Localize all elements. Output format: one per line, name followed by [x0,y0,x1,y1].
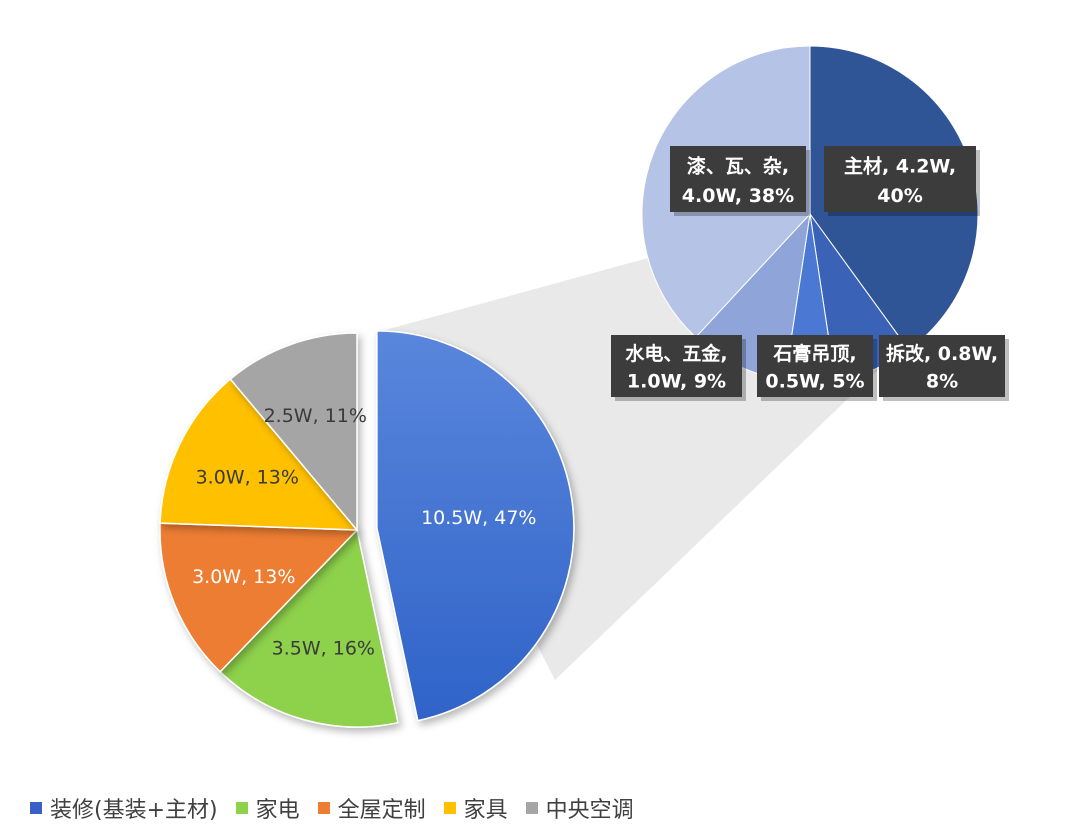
detail-label-line1: 石膏吊顶, [772,342,856,365]
detail-label-box [879,335,1005,397]
detail-label-box [757,335,873,397]
detail-pie-labels: 主材, 4.2W, 40% 拆改, 0.8W, 8% 石膏吊顶, 0.5W, 5% 水电、五… [611,146,1009,401]
legend-item-0: 装修(基装+主材) [30,792,218,824]
main-pie-slice-0 [376,330,575,722]
legend-label: 中央空调 [545,798,634,823]
legend-swatch [30,802,42,814]
legend-label: 装修(基装+主材) [50,798,218,823]
legend-label: 家具 [463,798,508,823]
legend-swatch [443,802,456,814]
main-pie-labels: 10.5W, 47% 3.5W, 16% 3.0W, 13% 3.0W, 13% 2.5… [192,405,536,659]
detail-label-box [670,146,806,212]
legend-item-2: 全屋定制 [317,792,426,824]
main-pie-slice-3 [159,378,359,531]
detail-label-line2: 4.0W, 38% [682,185,794,207]
main-pie-slice-2 [159,522,359,673]
detail-label-1: 拆改, 0.8W, 8% [879,335,1009,401]
legend-swatch [525,802,538,814]
detail-label-line2: 1.0W, 9% [627,371,726,393]
main-pie-label-3: 3.0W, 13% [196,466,299,488]
detail-label-line1: 主材, 4.2W, [844,154,956,177]
detail-label-line2: 0.5W, 5% [765,371,864,393]
detail-label-line2: 8% [926,371,958,393]
legend-label: 家电 [255,798,300,823]
detail-label-3: 水电、五金, 1.0W, 9% [611,335,746,401]
main-pie-slice-4 [229,332,358,533]
detail-label-4: 漆、瓦、杂, 4.0W, 38% [670,146,810,216]
detail-label-2: 石膏吊顶, 0.5W, 5% [757,335,877,401]
detail-label-line1: 水电、五金, [625,342,727,365]
legend-item-3: 家具 [443,792,508,824]
legend-swatch [235,802,248,814]
legend-item-1: 家电 [235,792,300,824]
detail-label-box [611,335,742,397]
main-pie-label-2: 3.0W, 13% [192,566,295,588]
legend: 装修(基装+主材) 家电 全屋定制 家具 中央空调 [30,792,652,824]
detail-label-line1: 漆、瓦、杂, [687,154,789,177]
main-pie-label-0: 10.5W, 47% [421,507,536,529]
main-pie-slice-1 [219,528,399,728]
legend-item-4: 中央空调 [525,792,634,824]
main-pie [159,330,575,728]
legend-label: 全屋定制 [337,798,426,823]
main-pie-label-1: 3.5W, 16% [272,637,375,659]
detail-label-line1: 拆改, 0.8W, [886,342,998,365]
detail-label-0: 主材, 4.2W, 40% [824,146,980,216]
main-pie-label-4: 2.5W, 11% [264,405,367,427]
detail-label-box [824,146,976,212]
legend-swatch [317,802,330,814]
detail-label-line2: 40% [877,185,922,207]
